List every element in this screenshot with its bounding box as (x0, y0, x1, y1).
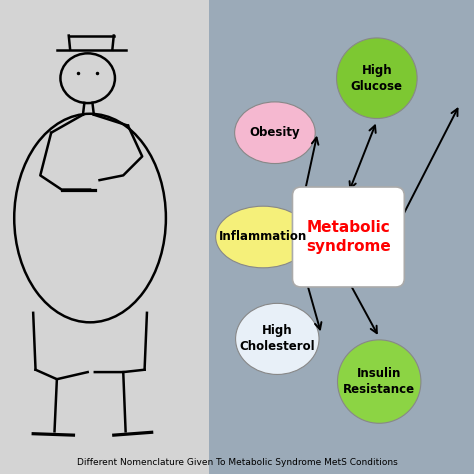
Ellipse shape (216, 206, 310, 268)
Ellipse shape (337, 38, 417, 118)
Text: Obesity: Obesity (250, 126, 300, 139)
Text: Insulin
Resistance: Insulin Resistance (343, 367, 415, 396)
Ellipse shape (236, 303, 319, 374)
Text: High
Cholesterol: High Cholesterol (239, 324, 315, 354)
Text: Metabolic
syndrome: Metabolic syndrome (306, 220, 391, 254)
Text: Different Nomenclature Given To Metabolic Syndrome MetS Conditions: Different Nomenclature Given To Metaboli… (77, 458, 397, 467)
Ellipse shape (235, 102, 315, 164)
Text: High
Glucose: High Glucose (351, 64, 403, 93)
Ellipse shape (337, 340, 421, 423)
FancyBboxPatch shape (209, 0, 474, 474)
Text: Inflammation: Inflammation (219, 230, 307, 244)
FancyBboxPatch shape (292, 187, 404, 287)
FancyBboxPatch shape (0, 0, 209, 474)
